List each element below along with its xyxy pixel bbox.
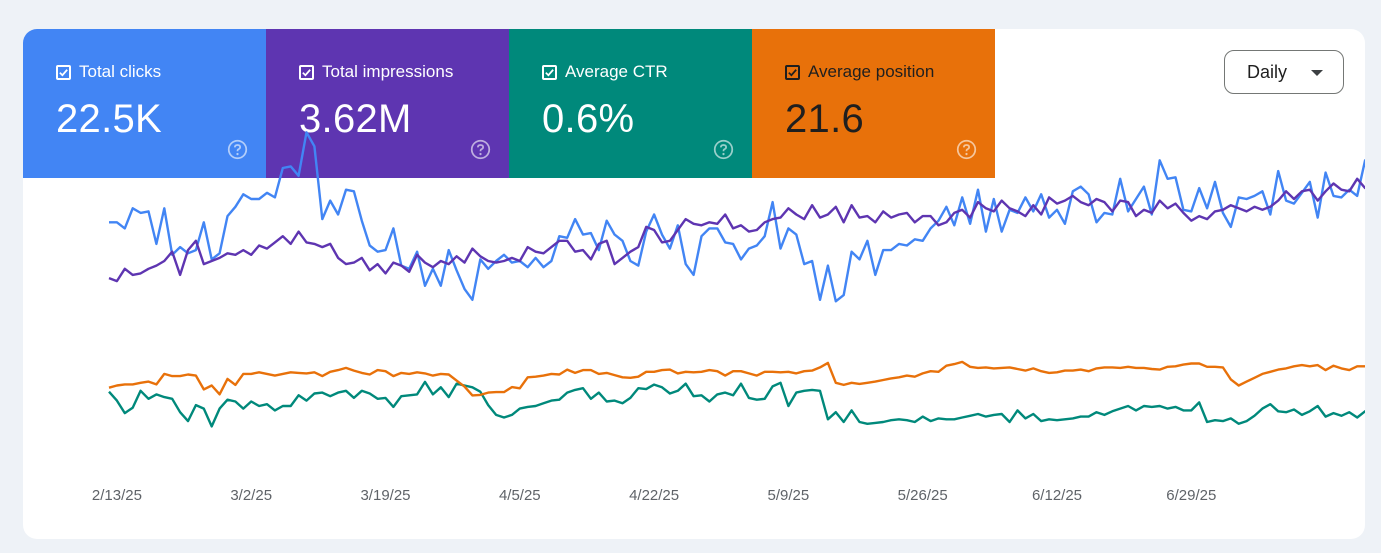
caret-down-icon (1311, 70, 1323, 76)
series-line-impressions (108, 177, 1365, 283)
metric-tile-impressions[interactable]: Total impressions 3.62M (266, 29, 509, 178)
metric-tile-position[interactable]: Average position 21.6 (752, 29, 995, 178)
x-tick-label: 4/5/25 (499, 487, 541, 504)
metric-label: Average position (808, 62, 935, 81)
x-tick-label: 5/26/25 (898, 487, 948, 504)
help-circle-icon[interactable] (470, 139, 491, 160)
help-circle-icon[interactable] (713, 139, 734, 160)
series-line-position (108, 360, 1365, 397)
x-axis-tick-labels: 2/13/25 3/2/25 3/19/25 4/5/25 4/22/25 5/9/25 5… (92, 487, 1216, 504)
x-tick-label: 4/22/25 (629, 487, 679, 504)
x-tick-label: 2/13/25 (92, 487, 142, 504)
metric-tile-clicks[interactable]: Total clicks 22.5K (23, 29, 266, 178)
x-tick-label: 6/29/25 (1166, 487, 1216, 504)
metric-tile-ctr[interactable]: Average CTR 0.6% (509, 29, 752, 178)
series-line-clicks (109, 131, 1365, 303)
series-lines (108, 131, 1365, 428)
checkbox-checked-icon[interactable] (299, 64, 314, 80)
checkbox-checked-icon[interactable] (542, 64, 557, 80)
x-tick-label: 6/12/25 (1032, 487, 1082, 504)
granularity-dropdown[interactable]: Daily (1224, 50, 1344, 94)
metric-value: 0.6% (542, 97, 635, 141)
help-circle-icon[interactable] (227, 139, 248, 160)
granularity-value: Daily (1247, 61, 1288, 82)
x-tick-label: 5/9/25 (768, 487, 810, 504)
metric-label: Total clicks (79, 62, 162, 81)
x-tick-label: 3/19/25 (360, 487, 410, 504)
metric-value: 3.62M (299, 97, 412, 141)
x-tick-label: 3/2/25 (230, 487, 272, 504)
series-line-ctr (108, 380, 1365, 428)
metric-label: Average CTR (565, 62, 668, 81)
metric-value: 21.6 (785, 97, 865, 141)
checkbox-checked-icon[interactable] (785, 64, 800, 80)
metric-tiles: Total clicks 22.5K Total impressions 3.6… (23, 29, 995, 178)
help-circle-icon[interactable] (956, 139, 977, 160)
performance-line-chart: 2/13/25 3/2/25 3/19/25 4/5/25 4/22/25 5/9/25 5… (92, 131, 1365, 504)
checkbox-checked-icon[interactable] (56, 64, 71, 80)
metric-label: Total impressions (322, 62, 454, 81)
metric-value: 22.5K (56, 97, 163, 141)
performance-card: Total clicks 22.5K Total impressions 3.6… (23, 29, 1365, 539)
